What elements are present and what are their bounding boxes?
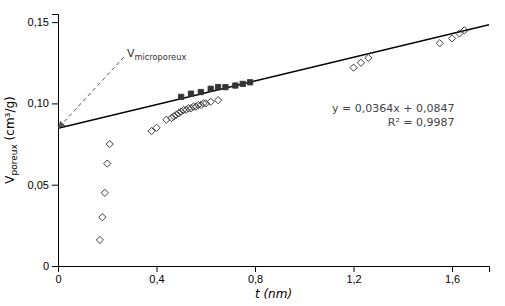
y-axis: 0 0,05 0,10 0,15 — [28, 15, 59, 273]
label-subscript: microporeux — [134, 52, 186, 62]
diamond-point — [448, 35, 455, 42]
diamond-point — [461, 27, 468, 34]
y-tick-mark — [52, 266, 58, 267]
diamond-point — [200, 100, 207, 107]
diamond-point — [96, 236, 103, 243]
y-tick-mark — [52, 103, 58, 104]
y-axis-line — [52, 15, 59, 267]
square-point — [233, 83, 238, 88]
square-point — [178, 94, 183, 99]
marks — [58, 25, 489, 244]
x-tick-label: 1,6 — [445, 273, 460, 285]
x-tick: 1,2 — [346, 266, 361, 285]
diamond-point — [350, 64, 357, 71]
label-rest: (cm³/g) — [3, 96, 17, 144]
square-point — [208, 86, 213, 91]
diamond-point — [153, 124, 160, 131]
annotations: Vmicroporeux y = 0,0364x + 0,0847R² = 0,9… — [58, 47, 455, 129]
x-tick-mark — [452, 266, 453, 272]
diamond-point — [214, 97, 221, 104]
y-tick-label: 0,10 — [28, 97, 49, 109]
y-tick-label: 0,05 — [28, 179, 49, 191]
diamond-point — [365, 54, 372, 61]
x-tick: 0,4 — [149, 266, 164, 285]
diamond-point — [104, 160, 111, 167]
diamond-point — [99, 214, 106, 221]
x-tick-mark — [255, 266, 256, 272]
y-tick-label: 0,15 — [28, 16, 49, 28]
x-axis: 0 0,4 0,8 1,2 1,6 — [55, 266, 489, 285]
x-tick: 1,6 — [445, 266, 460, 285]
square-point — [198, 89, 203, 94]
x-tick-label: 0,8 — [248, 273, 263, 285]
square-point — [240, 81, 245, 86]
x-tick-label: 1,2 — [346, 273, 361, 285]
point-series — [96, 27, 468, 244]
x-axis-title: t (nm) — [255, 287, 292, 301]
regression-line — [58, 25, 489, 129]
x-tick-label: 0 — [55, 273, 61, 285]
label-subscript: poreux — [9, 144, 19, 176]
x-tick: 0,8 — [248, 266, 263, 285]
diamond-point — [436, 40, 443, 47]
square-point — [188, 91, 193, 96]
equation-annotation: R² = 0,9987 — [388, 116, 455, 129]
x-axis-line — [59, 267, 490, 273]
diamond-point — [106, 140, 113, 147]
chart: 0 0,4 0,8 1,2 1,6 0 0,05 0,10 0,15 t (nm) Vporeux … — [0, 0, 505, 306]
y-tick-mark — [52, 185, 58, 186]
x-tick-mark — [157, 266, 158, 272]
x-tick-mark — [354, 266, 355, 272]
square-point — [247, 80, 252, 85]
diamond-point — [207, 98, 214, 105]
intercept-annotation: Vmicroporeux — [127, 47, 186, 62]
diamond-point — [101, 189, 108, 196]
x-tick-label: 0,4 — [149, 273, 164, 285]
y-tick-label: 0 — [43, 260, 49, 272]
y-axis-title: Vporeux (cm³/g) — [3, 96, 19, 183]
y-tick: 0,15 — [28, 16, 58, 28]
point-series — [178, 80, 252, 100]
plot-area: 0 0,4 0,8 1,2 1,6 0 0,05 0,10 0,15 t (nm) Vporeux … — [3, 15, 490, 302]
diamond-point — [357, 59, 364, 66]
y-tick-mark — [52, 22, 58, 23]
equation-annotation: y = 0,0364x + 0,0847 — [332, 102, 454, 115]
y-tick: 0,10 — [28, 97, 58, 109]
annotation-arrow — [58, 57, 124, 128]
x-tick: 0 — [55, 266, 61, 285]
y-tick: 0,05 — [28, 179, 58, 191]
square-point — [215, 85, 220, 90]
square-point — [223, 85, 228, 90]
y-tick: 0 — [43, 260, 58, 272]
